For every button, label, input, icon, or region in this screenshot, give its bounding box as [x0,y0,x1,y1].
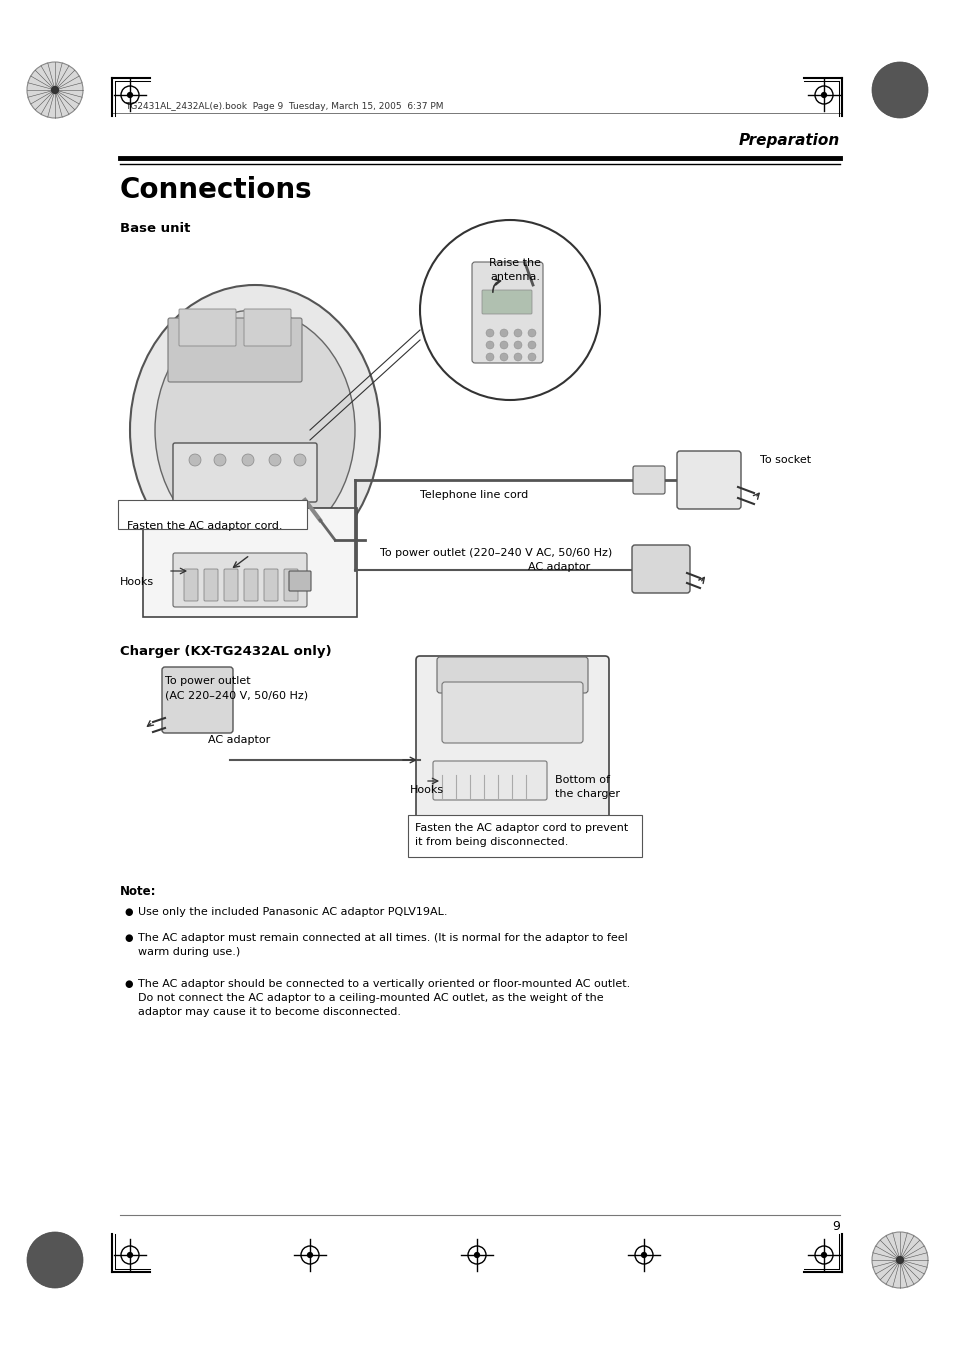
Circle shape [514,353,521,361]
Text: ●: ● [124,934,132,943]
FancyBboxPatch shape [118,500,307,530]
Text: AC adaptor: AC adaptor [208,735,270,744]
Circle shape [485,353,494,361]
Circle shape [485,340,494,349]
Text: TG2431AL_2432AL(e).book  Page 9  Tuesday, March 15, 2005  6:37 PM: TG2431AL_2432AL(e).book Page 9 Tuesday, … [125,101,443,111]
Circle shape [474,1252,479,1258]
Circle shape [820,92,826,99]
Text: the charger: the charger [555,789,619,798]
FancyBboxPatch shape [184,569,198,601]
Circle shape [419,220,599,400]
FancyBboxPatch shape [162,667,233,734]
Circle shape [527,353,536,361]
Circle shape [51,86,59,95]
Circle shape [307,1252,313,1258]
Text: Hooks: Hooks [410,785,444,794]
FancyBboxPatch shape [244,309,291,346]
Circle shape [527,340,536,349]
Text: warm during use.): warm during use.) [138,947,240,957]
FancyBboxPatch shape [244,569,257,601]
FancyBboxPatch shape [436,657,587,693]
Text: Connections: Connections [120,176,313,204]
Text: To power outlet: To power outlet [165,676,251,686]
Circle shape [485,330,494,336]
Text: Do not connect the AC adaptor to a ceiling-mounted AC outlet, as the weight of t: Do not connect the AC adaptor to a ceili… [138,993,603,1002]
Text: Fasten the AC adaptor cord.: Fasten the AC adaptor cord. [127,521,282,531]
FancyBboxPatch shape [264,569,277,601]
FancyBboxPatch shape [677,451,740,509]
Circle shape [499,330,507,336]
Circle shape [514,330,521,336]
Text: Note:: Note: [120,885,156,898]
Circle shape [242,454,253,466]
Text: it from being disconnected.: it from being disconnected. [415,838,568,847]
Text: 9: 9 [831,1220,840,1233]
Text: To socket: To socket [760,455,810,465]
Circle shape [895,1256,903,1265]
Ellipse shape [130,285,379,576]
FancyBboxPatch shape [416,657,608,830]
FancyBboxPatch shape [633,466,664,494]
Text: The AC adaptor must remain connected at all times. (It is normal for the adaptor: The AC adaptor must remain connected at … [138,934,627,943]
FancyBboxPatch shape [204,569,218,601]
Text: Use only the included Panasonic AC adaptor PQLV19AL.: Use only the included Panasonic AC adapt… [138,907,447,917]
Text: Hooks: Hooks [120,577,154,586]
Text: Charger (KX-TG2432AL only): Charger (KX-TG2432AL only) [120,644,332,658]
FancyBboxPatch shape [284,569,297,601]
FancyBboxPatch shape [179,309,235,346]
FancyBboxPatch shape [441,682,582,743]
Circle shape [871,62,927,118]
Text: ●: ● [124,907,132,917]
FancyBboxPatch shape [631,544,689,593]
Circle shape [499,353,507,361]
FancyBboxPatch shape [172,553,307,607]
Text: The AC adaptor should be connected to a vertically oriented or floor-mounted AC : The AC adaptor should be connected to a … [138,979,630,989]
Circle shape [294,454,306,466]
FancyBboxPatch shape [289,571,311,590]
Circle shape [189,454,201,466]
Text: Bottom of: Bottom of [555,775,609,785]
Circle shape [527,330,536,336]
FancyBboxPatch shape [143,508,356,617]
Text: Telephone line cord: Telephone line cord [419,490,528,500]
Text: Raise the: Raise the [489,258,540,267]
Circle shape [127,1252,133,1258]
Text: adaptor may cause it to become disconnected.: adaptor may cause it to become disconnec… [138,1006,400,1017]
FancyBboxPatch shape [472,262,542,363]
Circle shape [127,92,133,99]
Circle shape [640,1252,646,1258]
Circle shape [499,340,507,349]
Text: Base unit: Base unit [120,222,191,235]
Circle shape [27,62,83,118]
Text: To power outlet (220–240 V AC, 50/60 Hz): To power outlet (220–240 V AC, 50/60 Hz) [379,549,612,558]
FancyBboxPatch shape [168,317,302,382]
Circle shape [269,454,281,466]
Text: AC adaptor: AC adaptor [527,562,589,571]
Ellipse shape [154,309,355,550]
Circle shape [514,340,521,349]
FancyBboxPatch shape [481,290,532,313]
FancyBboxPatch shape [408,815,641,857]
Circle shape [871,1232,927,1288]
Circle shape [213,454,226,466]
Circle shape [820,1252,826,1258]
Circle shape [27,1232,83,1288]
Text: Fasten the AC adaptor cord to prevent: Fasten the AC adaptor cord to prevent [415,823,628,834]
Text: antenna.: antenna. [490,272,539,282]
Text: ●: ● [124,979,132,989]
Text: (AC 220–240 V, 50/60 Hz): (AC 220–240 V, 50/60 Hz) [165,690,308,700]
Text: Preparation: Preparation [738,132,840,149]
FancyBboxPatch shape [172,443,316,503]
FancyBboxPatch shape [433,761,546,800]
FancyBboxPatch shape [224,569,237,601]
